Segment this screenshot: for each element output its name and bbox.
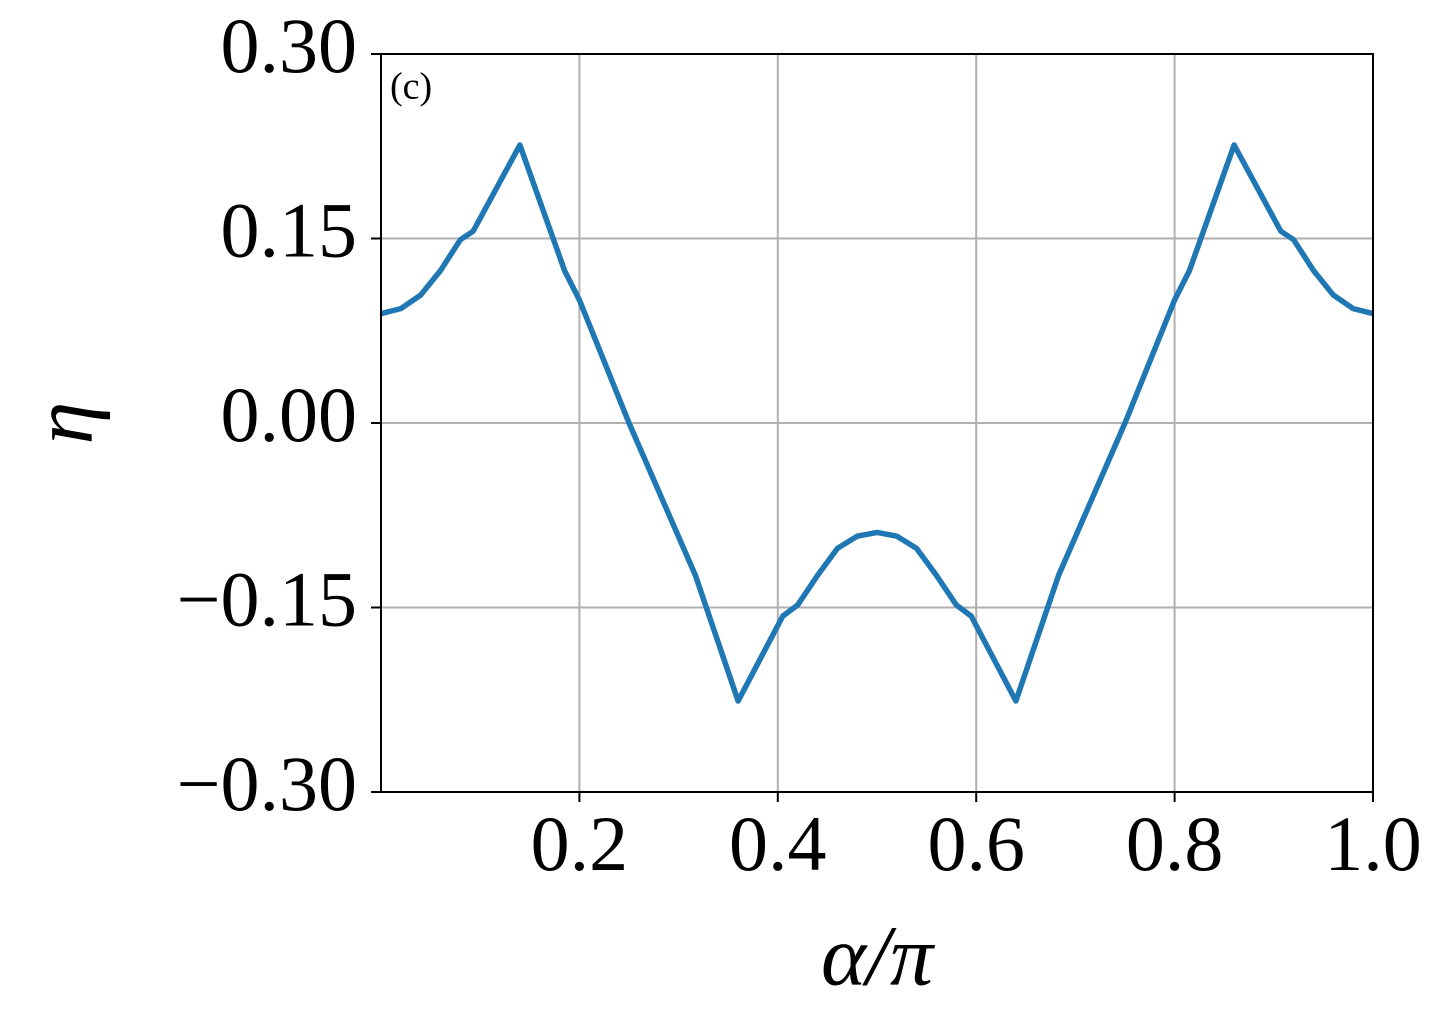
y-tick-label: 0.30 [221,2,358,89]
x-tick-label: 0.8 [1126,800,1224,887]
y-tick-label: −0.30 [177,740,358,827]
x-tick-label: 1.0 [1324,800,1422,887]
y-tick-label: 0.15 [221,186,358,273]
x-tick-label: 0.6 [927,800,1025,887]
y-tick-label: −0.15 [177,555,358,642]
plot-frame [380,53,1374,793]
x-tick-label: 0.2 [531,800,629,887]
panel-annotation: (c) [390,66,432,108]
y-tick-label: 0.00 [221,371,358,458]
x-axis-label: α/π [821,908,936,1004]
x-tick-label: 0.4 [729,800,827,887]
y-axis-label: η [15,402,111,445]
data-line [380,142,1374,704]
